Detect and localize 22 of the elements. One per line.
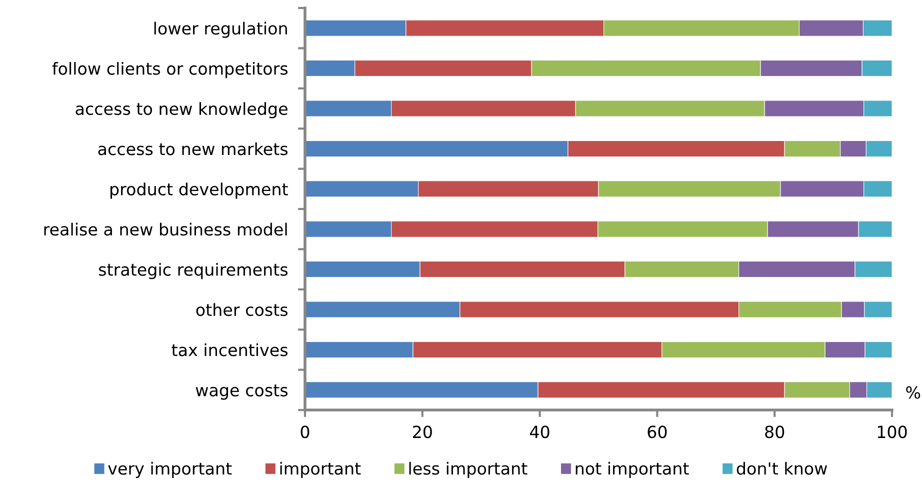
legend-label: not important (576, 462, 689, 478)
x-tick-label: 60 (648, 426, 667, 438)
x-tick-label: 0 (300, 426, 310, 438)
legend-label: don't know (736, 462, 828, 475)
y-tick-label: access to new markets (98, 142, 288, 156)
x-tick-label: 100 (878, 426, 907, 438)
y-tick-label: product development (110, 182, 288, 199)
y-tick-label: lower regulation (154, 22, 287, 38)
y-tick-label: other costs (196, 303, 288, 316)
x-tick-label: 20 (413, 426, 432, 438)
y-tick-label: strategic requirements (98, 262, 288, 280)
x-tick-label: 80 (765, 426, 784, 438)
y-tick-label: access to new knowledge (76, 102, 288, 118)
legend-label: very important (108, 462, 232, 478)
y-tick-label: realise a new business model (44, 222, 287, 236)
y-tick-label: wage costs (196, 384, 288, 400)
y-tick-label: follow clients or competitors (52, 62, 288, 78)
y-tick-label: tax incentives (172, 343, 288, 356)
legend-label: less important (409, 462, 528, 478)
x-axis-title: % (906, 386, 920, 399)
x-tick-label: 40 (530, 426, 550, 438)
legend-label: important (280, 462, 361, 478)
